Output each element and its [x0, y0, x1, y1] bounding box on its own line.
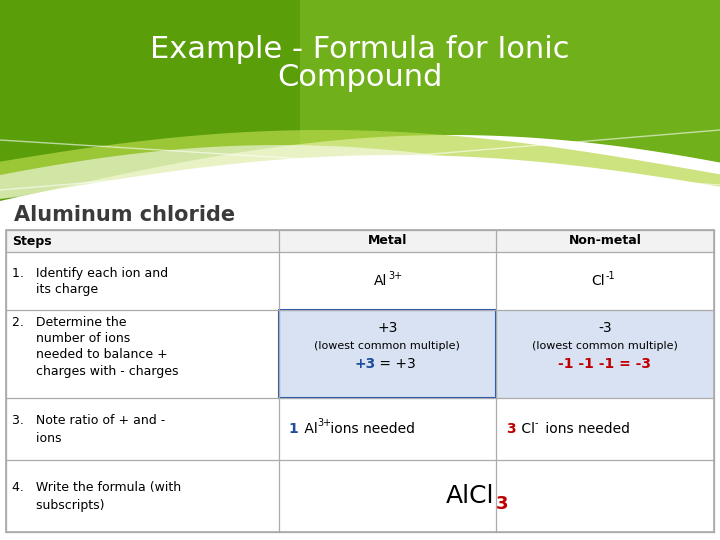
Text: -1 -1 -1 = -3: -1 -1 -1 = -3 [559, 357, 652, 371]
Text: number of ions: number of ions [12, 333, 130, 346]
Text: = +3: = +3 [375, 357, 416, 371]
Polygon shape [0, 145, 720, 214]
Bar [6, 230, 714, 532]
Bar [279, 310, 714, 398]
Text: 1.   Identify each ion and: 1. Identify each ion and [12, 267, 168, 280]
Text: 2.   Determine the: 2. Determine the [12, 316, 127, 329]
Bar [279, 310, 496, 398]
Text: 1: 1 [289, 422, 298, 436]
Text: ions needed: ions needed [325, 422, 415, 436]
Text: +3: +3 [377, 321, 397, 335]
Text: its charge: its charge [12, 282, 98, 295]
Text: ions needed: ions needed [541, 422, 630, 436]
Text: -1: -1 [606, 271, 616, 281]
Text: 3+: 3+ [318, 418, 332, 428]
Text: Steps: Steps [12, 234, 52, 247]
Text: 4.   Write the formula (with: 4. Write the formula (with [12, 481, 181, 494]
Text: 3+: 3+ [388, 271, 402, 281]
Text: 3: 3 [496, 495, 509, 513]
Text: Aluminum chloride: Aluminum chloride [14, 205, 235, 225]
Bar [0, 0, 720, 205]
Text: Cl: Cl [517, 422, 535, 436]
Polygon shape [300, 0, 720, 205]
Text: Cl: Cl [591, 274, 605, 288]
Bar [6, 230, 714, 532]
Text: +3: +3 [354, 357, 375, 371]
Polygon shape [0, 135, 720, 205]
Text: charges with - charges: charges with - charges [12, 364, 179, 377]
Text: ions: ions [12, 431, 61, 444]
Text: Compound: Compound [277, 64, 443, 92]
Text: -: - [535, 418, 539, 428]
Text: (lowest common multiple): (lowest common multiple) [532, 341, 678, 351]
Text: Non-metal: Non-metal [569, 234, 642, 247]
Text: Metal: Metal [368, 234, 407, 247]
Text: subscripts): subscripts) [12, 498, 104, 511]
Text: 3: 3 [506, 422, 516, 436]
Text: Al: Al [374, 274, 387, 288]
Text: Al: Al [300, 422, 318, 436]
Text: Example - Formula for Ionic: Example - Formula for Ionic [150, 36, 570, 64]
Text: (lowest common multiple): (lowest common multiple) [315, 341, 460, 351]
Text: AlCl: AlCl [446, 484, 495, 508]
Text: 3.   Note ratio of + and -: 3. Note ratio of + and - [12, 414, 166, 427]
Text: -3: -3 [598, 321, 612, 335]
Bar [6, 230, 714, 252]
Text: needed to balance +: needed to balance + [12, 348, 168, 361]
Polygon shape [0, 130, 720, 199]
